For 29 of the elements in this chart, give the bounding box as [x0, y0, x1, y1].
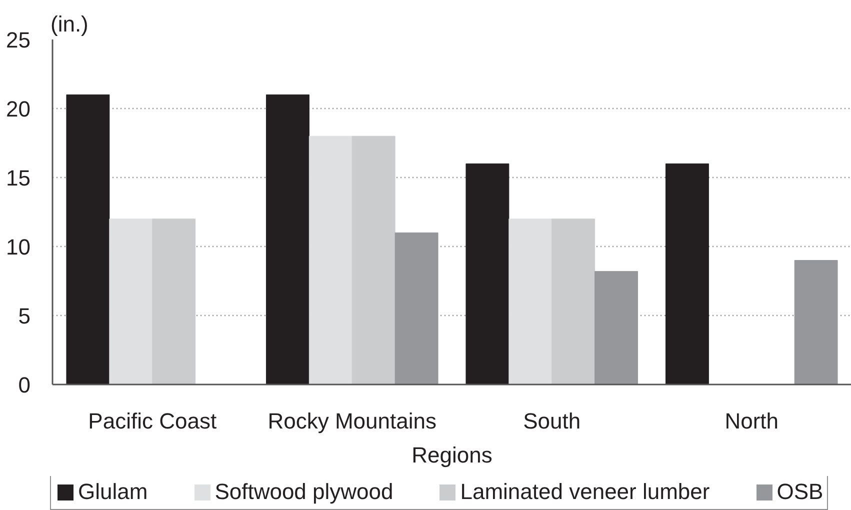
bar: [665, 163, 709, 384]
legend-label: Glulam: [78, 479, 148, 505]
legend-label: Softwood plywood: [214, 479, 394, 505]
y-tick-label: 5: [18, 304, 31, 328]
bar: [152, 218, 196, 384]
x-tick-label: Pacific Coast: [88, 408, 217, 434]
bar: [508, 218, 552, 384]
bar: [352, 136, 396, 384]
x-tick-label: North: [724, 408, 779, 434]
x-tick-label: Rocky Mountains: [268, 408, 437, 434]
legend-label: OSB: [776, 479, 824, 505]
x-tick-label: South: [523, 408, 581, 434]
bar: [794, 260, 838, 384]
bar: [552, 218, 596, 384]
y-tick-label: 0: [18, 372, 31, 398]
bar: [109, 218, 153, 384]
y-axis-title: (in.): [50, 12, 88, 36]
y-tick-label: 20: [6, 96, 31, 122]
y-tick-label: 10: [6, 234, 31, 260]
bar: [394, 232, 438, 384]
y-tick-label: 25: [6, 28, 31, 52]
bar: [594, 271, 638, 384]
bar: [66, 94, 110, 384]
legend-label: Laminated veneer lumber: [460, 479, 710, 505]
bar: [308, 136, 352, 384]
y-tick-label: 15: [6, 166, 31, 190]
bar: [466, 163, 510, 384]
bar: [266, 94, 310, 384]
x-axis-title: Regions: [412, 442, 492, 468]
